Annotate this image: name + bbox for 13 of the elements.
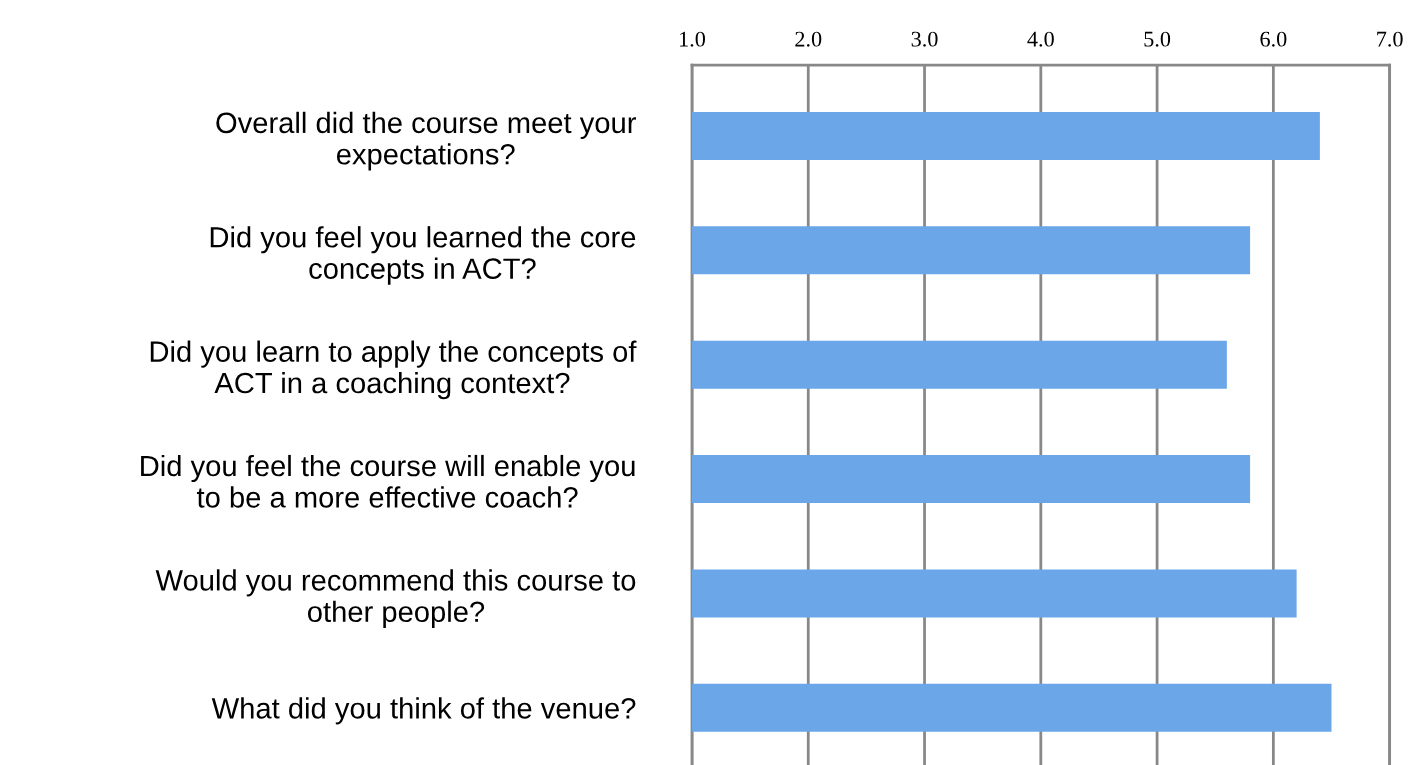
x-tick-label: 7.0 (1377, 31, 1403, 47)
y-tick-label: What did you think of the venue? (211, 697, 636, 725)
x-tick-label: 3.0 (911, 31, 938, 47)
x-tick-label: 2.0 (795, 31, 822, 47)
y-tick-label: Would you recommend this course to other people? (155, 569, 636, 628)
x-tick-label: 4.0 (1027, 31, 1054, 47)
y-tick-label: Overall did the course meet your expectations? (216, 111, 636, 171)
x-tick-label: 6.0 (1260, 31, 1287, 47)
x-tick-label: 1.0 (680, 31, 706, 47)
y-tick-label: Did you feel the course will enable you to be a more effective coach? (141, 454, 635, 508)
y-tick-label: Did you learn to apply the concepts of ACT in a coaching context? (150, 340, 637, 400)
y-tick-label: Did you feel you learned the core concepts in ACT? (210, 226, 636, 285)
x-tick-label: 5.0 (1144, 31, 1171, 47)
